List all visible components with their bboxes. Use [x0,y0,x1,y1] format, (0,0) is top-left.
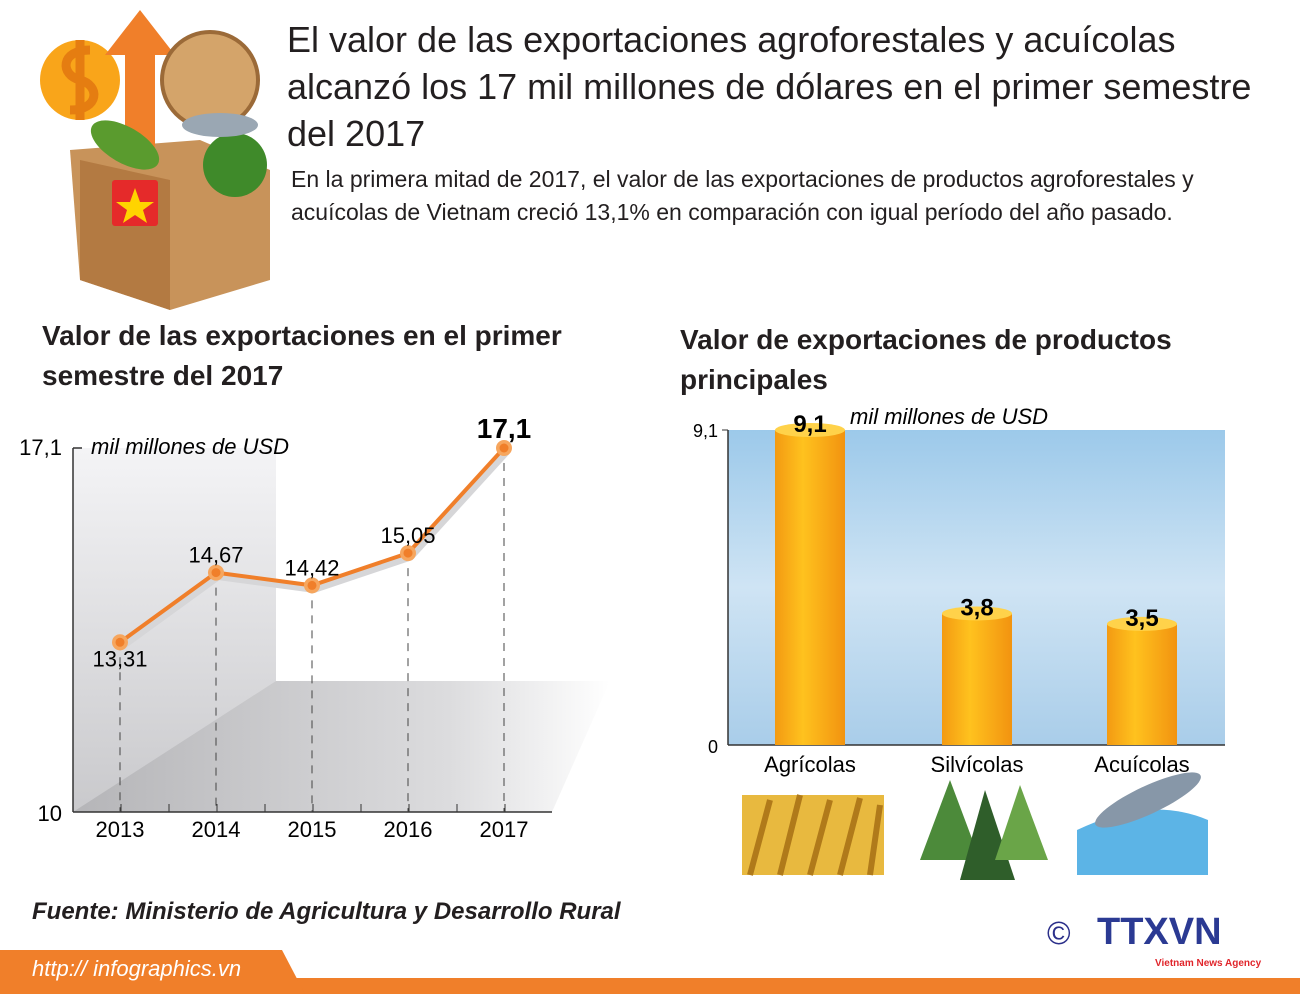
line-chart-title: Valor de las exportaciones en el primer … [42,320,562,391]
data-point-core [115,637,125,647]
page-title: El valor de las exportaciones agroforest… [287,19,1252,154]
x-tick-label: 2017 [480,817,529,842]
page-subtitle: En la primera mitad de 2017, el valor de… [291,166,1194,225]
data-point-core [211,568,221,578]
data-point-core [307,580,317,590]
x-tick-label: Acuícolas [1094,752,1189,777]
export-goods-illustration [40,10,270,310]
forest-picture [920,780,1048,880]
bar-chart: 9,1 0 mil millones de USD 9,1 Agrícolas 3,… [693,404,1225,880]
wheat-picture [742,794,884,876]
data-label: 9,1 [793,411,826,438]
data-label: 13,31 [92,646,147,671]
bar [1107,623,1177,745]
chart-floor [73,681,610,812]
y-tick-min: 0 [708,737,718,757]
bar [775,430,845,745]
x-tick-label: 2015 [288,817,337,842]
copyright-icon: © [1047,915,1071,951]
bar-chart-unit: mil millones de USD [850,404,1048,429]
website-link[interactable]: http:// infographics.vn [32,956,242,981]
data-point-core [403,548,413,558]
bar [942,613,1012,745]
y-tick-max: 9,1 [693,421,718,441]
data-label: 3,5 [1125,605,1158,632]
bar-top [1107,616,1177,631]
bar-top [775,423,845,437]
bar-chart-title: Valor de exportaciones de productos prin… [680,324,1172,395]
footer-bar [0,950,1300,994]
x-tick-label: 2014 [192,817,241,842]
x-tick-label: Agrícolas [764,752,856,777]
data-label: 14,67 [188,543,243,568]
line-chart-unit: mil millones de USD [91,434,289,459]
data-point-core [499,443,509,453]
bar-top [942,606,1012,621]
y-tick-max: 17,1 [19,435,62,460]
data-label: 17,1 [477,413,532,444]
x-tick-label: 2013 [96,817,145,842]
data-label: 3,8 [960,594,993,621]
logo-subtext: Vietnam News Agency [1155,958,1262,969]
ttxvn-logo: © TTXVN Vietnam News Agency [1047,911,1262,969]
data-label: 14,42 [284,555,339,580]
fish-picture [1077,772,1208,875]
data-label: 15,05 [380,523,435,548]
line-chart: 13,31 2013 14,67 2014 14,42 2015 15,05 2016 17,1… [19,413,610,842]
y-tick-min: 10 [38,801,62,826]
header-block: El valor de las exportaciones agroforest… [287,16,1292,229]
x-tick-label: 2016 [384,817,433,842]
source-note: Fuente: Ministerio de Agricultura y Desa… [32,898,621,925]
logo-text: TTXVN [1097,911,1222,953]
x-tick-label: Silvícolas [931,752,1024,777]
